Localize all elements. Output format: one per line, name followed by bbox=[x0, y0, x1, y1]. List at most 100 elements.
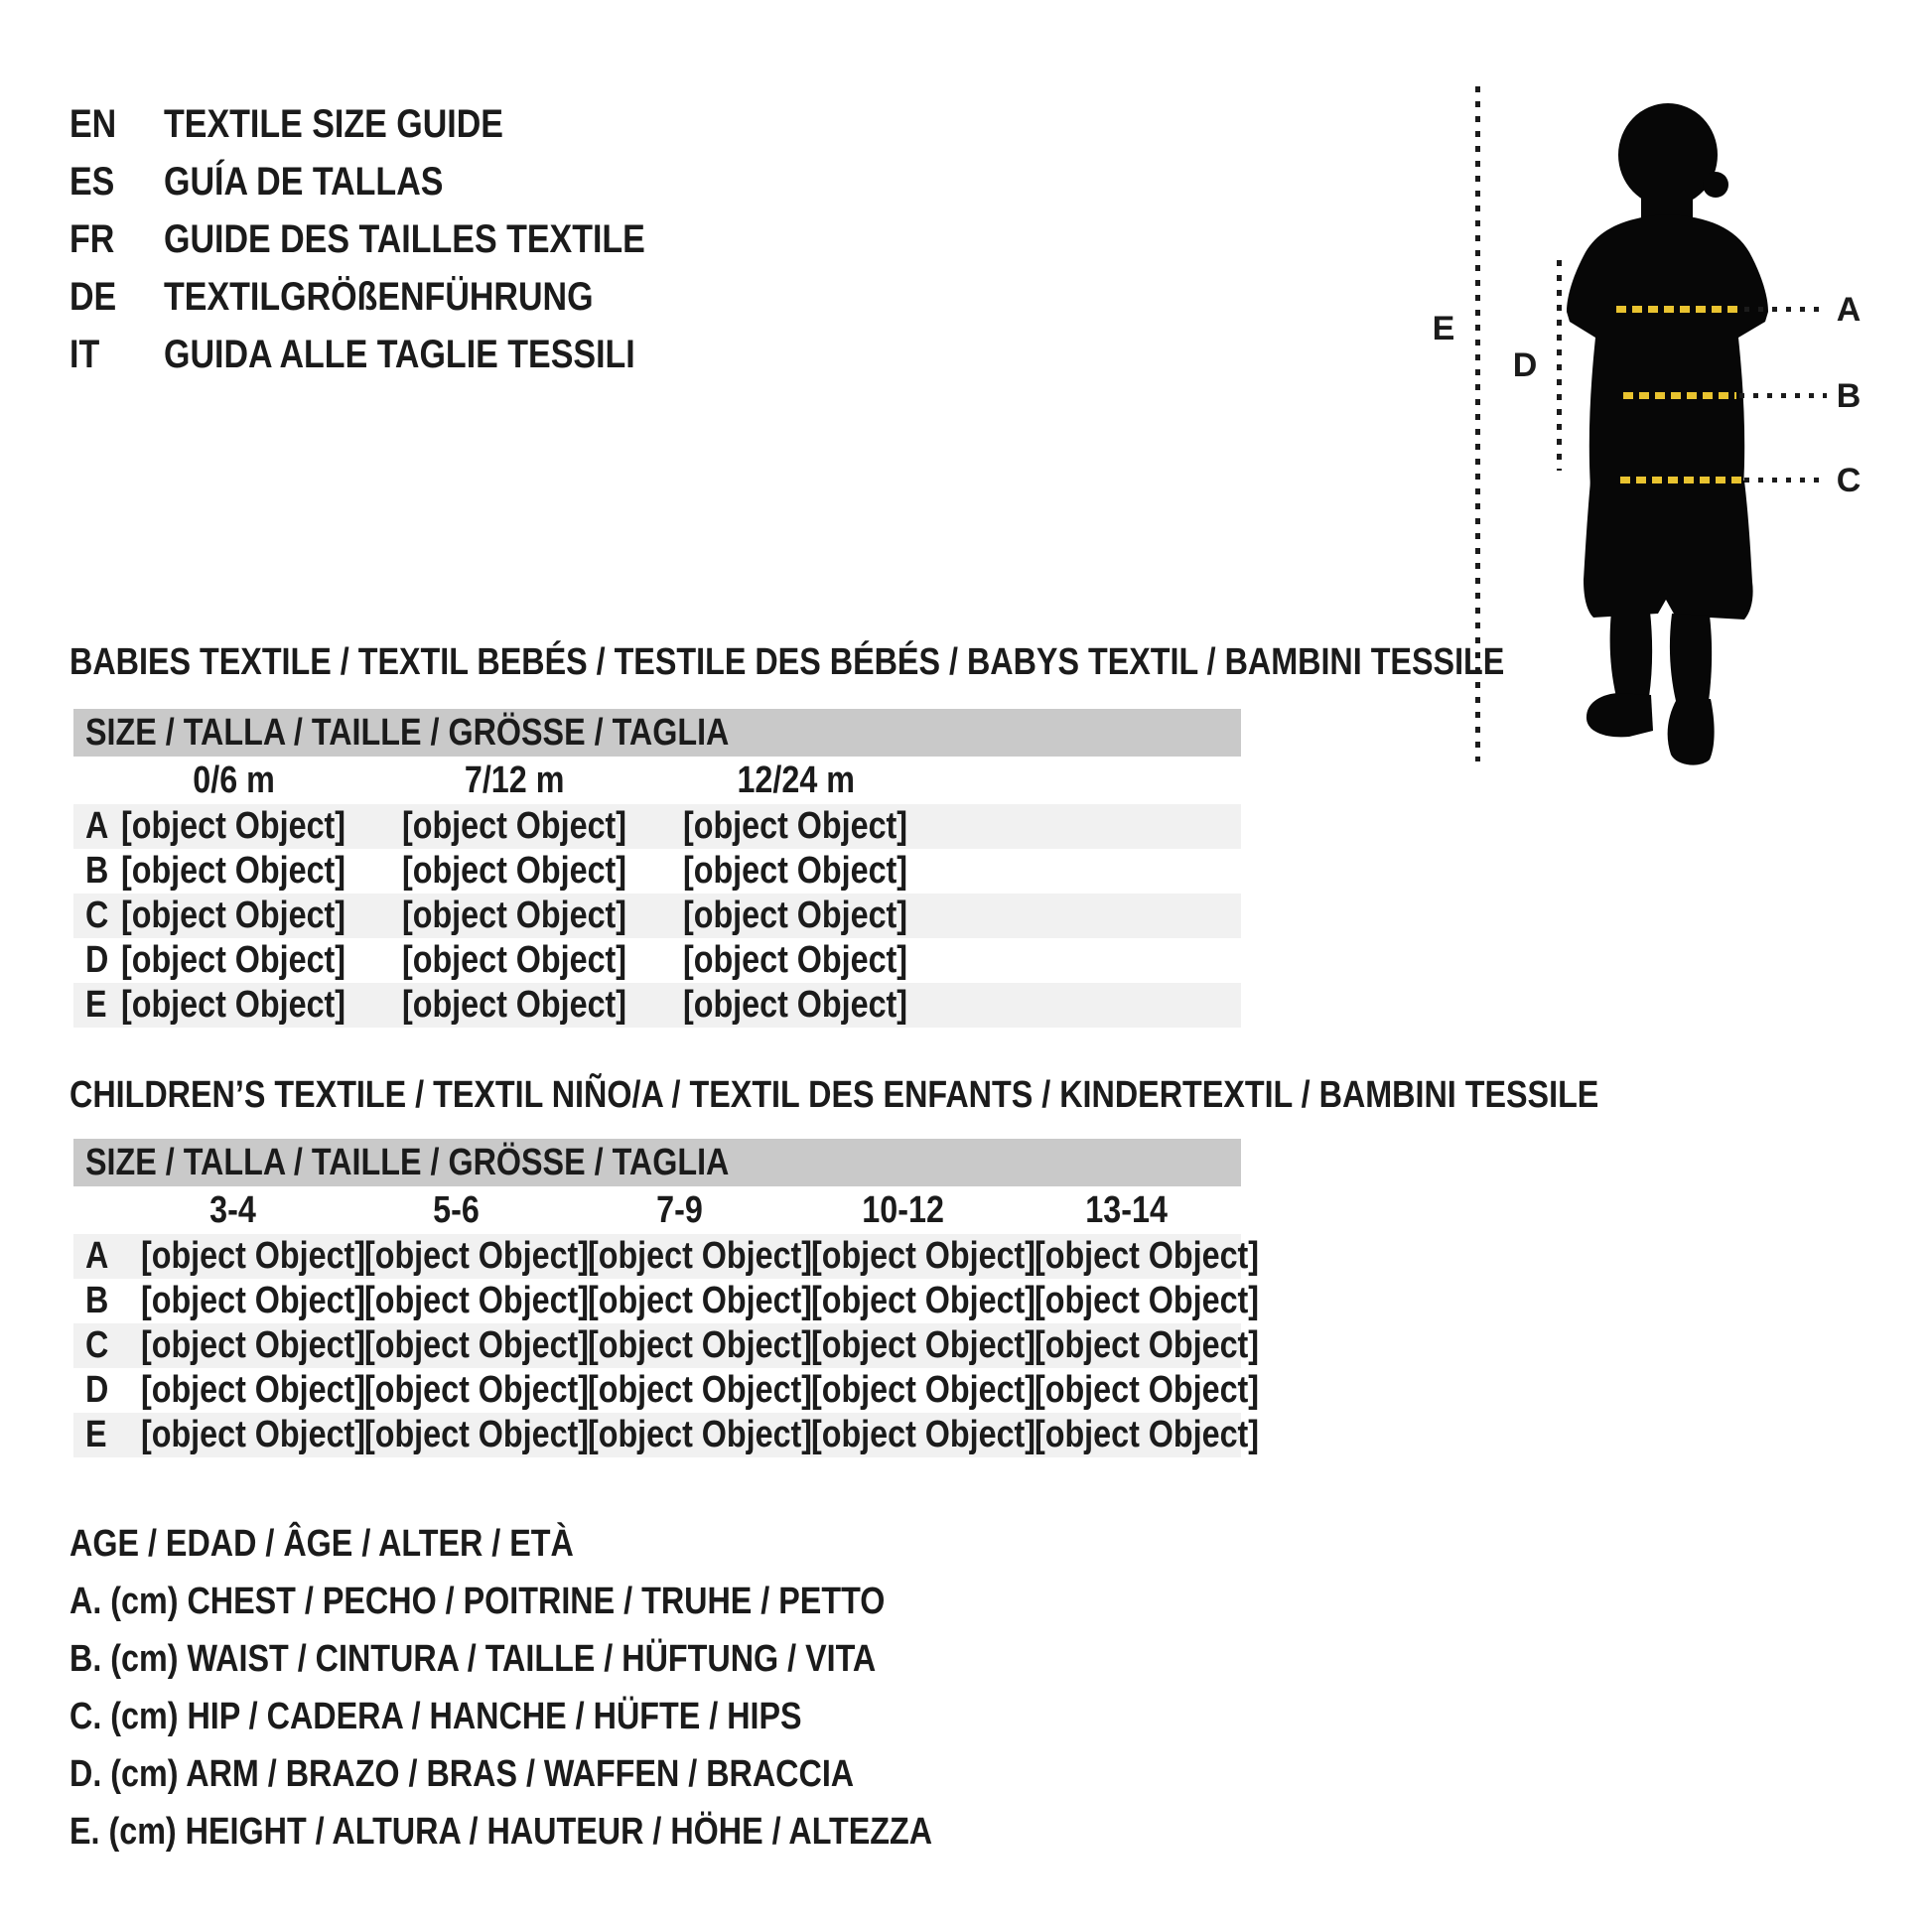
row-label: D bbox=[85, 939, 109, 981]
language-title-block: EN TEXTILE SIZE GUIDE ES GUÍA DE TALLAS … bbox=[69, 95, 730, 383]
language-code: EN bbox=[69, 102, 117, 146]
legend-line: E. (cm) HEIGHT / ALTURA / HAUTEUR / HÖHE… bbox=[69, 1811, 933, 1853]
column-header: 7/12 m bbox=[465, 759, 565, 801]
table-row: A [object Object] [object Object] [object … bbox=[73, 1234, 1260, 1279]
children-section-title: CHILDREN’S TEXTILE / TEXTIL NIÑO/A / TEX… bbox=[69, 1074, 1599, 1116]
column-header: 12/24 m bbox=[737, 759, 855, 801]
table-cell: [object Object] bbox=[810, 1369, 1036, 1411]
table-cell: [object Object] bbox=[683, 984, 908, 1026]
column-header: 5-6 bbox=[433, 1189, 480, 1231]
waist-dash-yellow bbox=[1623, 392, 1736, 399]
table-cell: [object Object] bbox=[402, 850, 627, 892]
table-cell: [object Object] bbox=[1034, 1369, 1260, 1411]
table-cell: [object Object] bbox=[683, 850, 908, 892]
language-guide-title: GUIDE DES TAILLES TEXTILE bbox=[164, 217, 645, 261]
row-label: B bbox=[85, 1280, 109, 1321]
size-header-bar: SIZE / TALLA / TAILLE / GRÖSSE / TAGLIA bbox=[73, 1139, 1241, 1186]
row-label: E bbox=[85, 1414, 107, 1455]
table-row: D [object Object] [object Object] [object … bbox=[73, 1368, 1260, 1413]
table-cell: [object Object] bbox=[121, 984, 346, 1026]
row-label: D bbox=[85, 1369, 109, 1411]
silhouette-right-shoe bbox=[1667, 699, 1715, 765]
legend-line: C. (cm) HIP / CADERA / HANCHE / HÜFTE / … bbox=[69, 1696, 802, 1737]
legend-line: D. (cm) ARM / BRAZO / BRAS / WAFFEN / BR… bbox=[69, 1753, 855, 1795]
table-cell: [object Object] bbox=[121, 805, 346, 847]
table-rows: A [object Object] [object Object] [object … bbox=[73, 1234, 1260, 1457]
language-guide-title: TEXTILE SIZE GUIDE bbox=[164, 102, 503, 146]
table-cell: [object Object] bbox=[363, 1369, 590, 1411]
arm-measure-line bbox=[1557, 260, 1562, 471]
column-header: 13-14 bbox=[1085, 1189, 1168, 1231]
label-hip-c: C bbox=[1836, 462, 1862, 499]
children-size-table: SIZE / TALLA / TAILLE / GRÖSSE / TAGLIA … bbox=[73, 1139, 1260, 1457]
legend-line: A. (cm) CHEST / PECHO / POITRINE / TRUHE… bbox=[69, 1581, 886, 1622]
table-row: C [object Object] [object Object] [object … bbox=[73, 1323, 1260, 1368]
language-row: DE TEXTILGRÖßENFÜHRUNG bbox=[69, 268, 730, 326]
language-row: ES GUÍA DE TALLAS bbox=[69, 153, 730, 210]
table-cell: [object Object] bbox=[810, 1324, 1036, 1366]
table-cell: [object Object] bbox=[810, 1235, 1036, 1277]
language-code: ES bbox=[69, 160, 115, 204]
table-cell: [object Object] bbox=[140, 1280, 366, 1321]
table-cell: [object Object] bbox=[587, 1369, 813, 1411]
language-row: EN TEXTILE SIZE GUIDE bbox=[69, 95, 730, 153]
label-height-e: E bbox=[1432, 310, 1455, 347]
table-cell: [object Object] bbox=[683, 895, 908, 936]
height-measure-line bbox=[1475, 86, 1480, 761]
column-header: 3-4 bbox=[209, 1189, 256, 1231]
legend-line: B. (cm) WAIST / CINTURA / TAILLE / HÜFTU… bbox=[69, 1638, 877, 1680]
child-silhouette bbox=[1567, 103, 1768, 765]
table-cell: [object Object] bbox=[1034, 1414, 1260, 1455]
table-cell: [object Object] bbox=[363, 1324, 590, 1366]
table-cell: [object Object] bbox=[140, 1235, 366, 1277]
measurement-legend: AGE / EDAD / ÂGE / ALTER / ETÀ A. (cm) C… bbox=[69, 1515, 1084, 1861]
row-label: C bbox=[85, 895, 109, 936]
chest-dash-yellow bbox=[1616, 306, 1741, 313]
hip-dash-yellow bbox=[1620, 477, 1743, 483]
hip-dash-black bbox=[1744, 478, 1827, 483]
table-row: B [object Object] [object Object] [object … bbox=[73, 1279, 1260, 1323]
silhouette-left-shoe bbox=[1586, 693, 1653, 738]
column-header: 7-9 bbox=[656, 1189, 703, 1231]
table-cell: [object Object] bbox=[683, 939, 908, 981]
row-label: A bbox=[85, 805, 109, 847]
column-header-row: 3-4 5-6 7-9 10-12 13-14 bbox=[73, 1186, 1241, 1234]
table-cell: [object Object] bbox=[121, 895, 346, 936]
table-cell: [object Object] bbox=[587, 1235, 813, 1277]
language-code: DE bbox=[69, 275, 117, 319]
table-cell: [object Object] bbox=[587, 1324, 813, 1366]
column-header: 10-12 bbox=[862, 1189, 944, 1231]
table-cell: [object Object] bbox=[810, 1280, 1036, 1321]
table-cell: [object Object] bbox=[121, 850, 346, 892]
waist-dash-black bbox=[1739, 393, 1827, 398]
label-chest-a: A bbox=[1836, 291, 1862, 329]
table-cell: [object Object] bbox=[1034, 1324, 1260, 1366]
babies-size-table: SIZE / TALLA / TAILLE / GRÖSSE / TAGLIA … bbox=[73, 709, 1241, 1028]
table-cell: [object Object] bbox=[402, 895, 627, 936]
column-header-row: 0/6 m 7/12 m 12/24 m bbox=[73, 757, 1241, 804]
table-cell: [object Object] bbox=[363, 1235, 590, 1277]
row-label: E bbox=[85, 984, 107, 1026]
silhouette-left-leg bbox=[1609, 612, 1653, 697]
silhouette-shorts bbox=[1584, 481, 1753, 620]
silhouette-right-leg bbox=[1669, 614, 1713, 701]
table-cell: [object Object] bbox=[587, 1414, 813, 1455]
silhouette-torso bbox=[1567, 214, 1768, 488]
table-cell: [object Object] bbox=[1034, 1280, 1260, 1321]
table-cell: [object Object] bbox=[1034, 1235, 1260, 1277]
table-cell: [object Object] bbox=[121, 939, 346, 981]
label-arm-d: D bbox=[1512, 346, 1538, 384]
legend-line: AGE / EDAD / ÂGE / ALTER / ETÀ bbox=[69, 1523, 574, 1565]
row-label: B bbox=[85, 850, 109, 892]
table-rows: A [object Object] [object Object] [object … bbox=[73, 804, 1241, 1028]
table-row: E [object Object] [object Object] [object … bbox=[73, 983, 1241, 1028]
label-waist-b: B bbox=[1836, 377, 1862, 415]
table-cell: [object Object] bbox=[587, 1280, 813, 1321]
table-row: C [object Object] [object Object] [object … bbox=[73, 894, 1241, 938]
language-row: FR GUIDE DES TAILLES TEXTILE bbox=[69, 210, 730, 268]
table-cell: [object Object] bbox=[402, 805, 627, 847]
table-cell: [object Object] bbox=[402, 984, 627, 1026]
language-guide-title: TEXTILGRÖßENFÜHRUNG bbox=[164, 275, 594, 319]
table-cell: [object Object] bbox=[140, 1324, 366, 1366]
